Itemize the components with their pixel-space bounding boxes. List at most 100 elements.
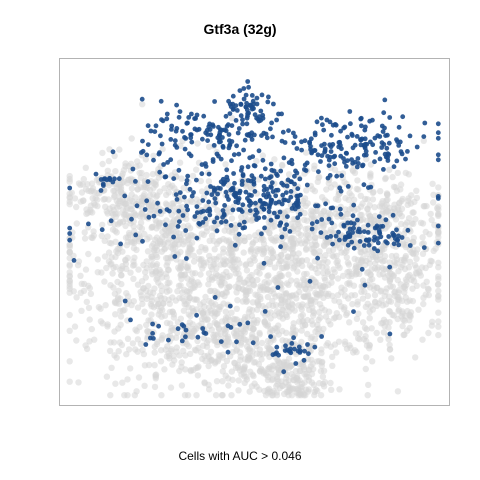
active-cell-point: [145, 142, 151, 148]
active-cell-point: [292, 173, 297, 179]
inactive-cell-point: [274, 365, 281, 372]
inactive-cell-point: [167, 327, 175, 335]
inactive-cell-point: [211, 313, 218, 320]
active-cell-point: [337, 185, 343, 191]
inactive-cell-point: [189, 172, 197, 180]
inactive-cell-point: [267, 315, 274, 322]
inactive-cell-point: [194, 279, 201, 286]
active-cell-point: [240, 121, 246, 127]
inactive-cell-point: [228, 215, 236, 222]
inactive-cell-point: [369, 358, 376, 365]
inactive-cell-point: [66, 178, 73, 185]
active-cell-point: [396, 233, 401, 239]
active-cell-point: [237, 321, 243, 327]
active-cell-point: [101, 176, 107, 182]
inactive-cell-point: [298, 327, 305, 334]
inactive-cell-point: [102, 302, 109, 309]
inactive-cell-point: [256, 386, 263, 393]
active-cell-point: [67, 185, 73, 191]
inactive-cell-point: [126, 231, 133, 239]
active-cell-point: [362, 282, 368, 288]
active-cell-point: [276, 352, 281, 358]
active-cell-point: [322, 141, 327, 147]
inactive-cell-point: [133, 388, 140, 395]
inactive-cell-point: [159, 145, 166, 153]
inactive-cell-point: [423, 278, 430, 285]
inactive-cell-point: [154, 302, 161, 310]
inactive-cell-point: [250, 372, 257, 380]
inactive-cell-point: [165, 229, 172, 237]
inactive-cell-point: [281, 209, 288, 216]
inactive-cell-point: [205, 178, 213, 185]
inactive-cell-point: [238, 213, 245, 221]
active-cell-point: [67, 237, 73, 243]
inactive-cell-point: [203, 228, 210, 235]
inactive-cell-point: [137, 219, 145, 226]
active-cell-point: [399, 235, 405, 240]
active-cell-point: [435, 130, 441, 136]
active-cell-point: [157, 169, 163, 175]
inactive-cell-point: [150, 184, 157, 191]
inactive-cell-point: [294, 268, 301, 275]
inactive-cell-point: [132, 346, 139, 353]
active-cell-point: [231, 152, 237, 158]
inactive-cell-point: [324, 292, 331, 299]
inactive-cell-point: [343, 254, 350, 261]
inactive-cell-point: [318, 346, 325, 353]
inactive-cell-point: [411, 261, 419, 269]
inactive-cell-point: [311, 234, 319, 241]
inactive-cell-point: [395, 287, 403, 294]
inactive-cell-point: [220, 363, 228, 370]
active-cell-point: [184, 120, 190, 126]
active-cell-point: [273, 193, 279, 199]
active-cell-point: [264, 135, 270, 141]
active-cell-point: [269, 180, 275, 186]
inactive-cell-point: [106, 347, 114, 355]
active-cell-point: [288, 194, 294, 200]
active-cell-point: [151, 157, 156, 163]
inactive-cell-point: [158, 313, 165, 320]
inactive-cell-point: [276, 384, 284, 392]
inactive-cell-point: [362, 365, 369, 373]
inactive-cell-point: [404, 201, 411, 208]
active-cell-point: [337, 206, 343, 212]
inactive-cell-point: [194, 372, 202, 379]
inactive-cell-point: [435, 264, 442, 271]
active-cell-point: [267, 203, 272, 209]
active-cell-point: [183, 327, 189, 333]
inactive-cell-point: [328, 386, 335, 393]
inactive-cell-point: [112, 311, 119, 318]
inactive-cell-point: [124, 376, 131, 383]
active-cell-point: [176, 114, 182, 120]
inactive-cell-point: [384, 196, 391, 203]
inactive-cell-point: [229, 376, 236, 383]
active-cell-point: [387, 331, 393, 337]
active-cell-point: [326, 216, 332, 222]
active-cell-point: [328, 149, 334, 154]
active-cell-point: [294, 193, 300, 199]
inactive-cell-point: [225, 283, 233, 291]
active-cell-point: [324, 235, 330, 240]
inactive-cell-point: [266, 258, 274, 266]
inactive-cell-point: [350, 196, 358, 203]
inactive-cell-point: [364, 196, 371, 203]
active-cell-point: [210, 159, 216, 165]
inactive-cell-point: [329, 362, 336, 369]
inactive-cell-point: [143, 321, 150, 329]
active-cell-point: [172, 254, 178, 259]
inactive-cell-point: [111, 290, 119, 297]
inactive-cell-point: [75, 180, 83, 187]
inactive-cell-point: [435, 259, 442, 266]
active-cell-point: [223, 219, 229, 224]
active-cell-point: [292, 134, 298, 140]
active-cell-point: [161, 162, 167, 167]
active-cell-point: [232, 242, 238, 248]
inactive-cell-point: [346, 189, 353, 197]
inactive-cell-point: [365, 210, 372, 218]
active-cell-point: [276, 199, 282, 205]
active-cell-point: [359, 123, 364, 129]
inactive-cell-point: [278, 293, 285, 301]
active-cell-point: [176, 167, 182, 173]
active-cell-point: [234, 339, 239, 345]
inactive-cell-point: [406, 271, 413, 279]
